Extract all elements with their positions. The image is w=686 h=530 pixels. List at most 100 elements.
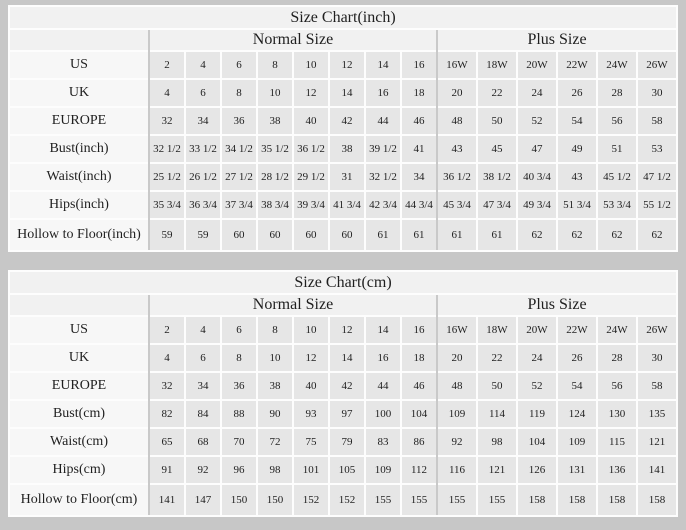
size-cell: 47 1/2	[638, 164, 676, 190]
size-cell: 43	[558, 164, 596, 190]
size-cell: 83	[366, 429, 400, 455]
size-cell: 53	[638, 136, 676, 162]
size-cell: 18	[402, 80, 436, 106]
size-cell: 40 3/4	[518, 164, 556, 190]
size-cell: 22	[478, 345, 516, 371]
size-cell: 32 1/2	[150, 136, 184, 162]
size-cell: 24	[518, 345, 556, 371]
size-cell: 38	[258, 108, 292, 134]
row-label: UK	[10, 345, 148, 371]
size-cell: 152	[294, 485, 328, 515]
size-cell: 12	[294, 345, 328, 371]
size-cell: 10	[258, 80, 292, 106]
size-cell: 20	[438, 345, 476, 371]
size-cell: 16W	[438, 317, 476, 343]
size-cell: 60	[258, 220, 292, 250]
size-cell: 10	[294, 317, 328, 343]
size-cell: 62	[558, 220, 596, 250]
size-cell: 75	[294, 429, 328, 455]
size-cell: 60	[222, 220, 256, 250]
size-cell: 8	[222, 345, 256, 371]
size-cell: 72	[258, 429, 292, 455]
size-cell: 22W	[558, 52, 596, 78]
size-cell: 155	[366, 485, 400, 515]
size-cell: 46	[402, 108, 436, 134]
group-header-normal: Normal Size	[150, 295, 436, 315]
size-cell: 105	[330, 457, 364, 483]
row-label: UK	[10, 80, 148, 106]
size-cell: 62	[598, 220, 636, 250]
size-cell: 96	[222, 457, 256, 483]
size-cell: 59	[150, 220, 184, 250]
size-cell: 34	[186, 373, 220, 399]
size-cell: 29 1/2	[294, 164, 328, 190]
size-cell: 98	[478, 429, 516, 455]
size-cell: 34 1/2	[222, 136, 256, 162]
size-cell: 22	[478, 80, 516, 106]
size-cell: 51	[598, 136, 636, 162]
size-cell: 46	[402, 373, 436, 399]
size-chart-cm-table: Size Chart(cm) Normal Size Plus Size US 2 4 6…	[8, 270, 678, 517]
size-cell: 26 1/2	[186, 164, 220, 190]
size-cell: 4	[150, 80, 184, 106]
size-cell: 2	[150, 317, 184, 343]
size-cell: 20W	[518, 52, 556, 78]
row-label: Bust(cm)	[10, 401, 148, 427]
size-cell: 39 1/2	[366, 136, 400, 162]
size-cell: 47	[518, 136, 556, 162]
size-cell: 158	[518, 485, 556, 515]
size-cell: 86	[402, 429, 436, 455]
size-cell: 135	[638, 401, 676, 427]
size-cell: 121	[638, 429, 676, 455]
row-label: EUROPE	[10, 373, 148, 399]
size-cell: 18W	[478, 317, 516, 343]
row-label: US	[10, 317, 148, 343]
size-cell: 2	[150, 52, 184, 78]
size-cell: 16W	[438, 52, 476, 78]
size-cell: 150	[258, 485, 292, 515]
size-cell: 93	[294, 401, 328, 427]
size-cell: 100	[366, 401, 400, 427]
size-cell: 50	[478, 108, 516, 134]
size-cell: 20	[438, 80, 476, 106]
size-cell: 130	[598, 401, 636, 427]
size-cell: 51 3/4	[558, 192, 596, 218]
row-label: Hollow to Floor(cm)	[10, 485, 148, 515]
size-cell: 4	[186, 317, 220, 343]
size-cell: 62	[518, 220, 556, 250]
size-cell: 155	[478, 485, 516, 515]
row-label: EUROPE	[10, 108, 148, 134]
size-cell: 52	[518, 373, 556, 399]
size-cell: 10	[294, 52, 328, 78]
size-cell: 14	[330, 80, 364, 106]
size-cell: 22W	[558, 317, 596, 343]
size-cell: 79	[330, 429, 364, 455]
size-cell: 6	[186, 345, 220, 371]
size-cell: 24W	[598, 317, 636, 343]
size-cell: 28	[598, 345, 636, 371]
size-cell: 6	[222, 317, 256, 343]
size-cell: 44 3/4	[402, 192, 436, 218]
size-cell: 42 3/4	[366, 192, 400, 218]
size-cell: 16	[366, 345, 400, 371]
size-cell: 90	[258, 401, 292, 427]
size-cell: 61	[438, 220, 476, 250]
size-cell: 61	[366, 220, 400, 250]
size-cell: 32	[150, 373, 184, 399]
size-cell: 36 1/2	[294, 136, 328, 162]
size-cell: 60	[330, 220, 364, 250]
size-cell: 40	[294, 373, 328, 399]
row-label: Waist(cm)	[10, 429, 148, 455]
size-cell: 12	[294, 80, 328, 106]
size-cell: 45	[478, 136, 516, 162]
size-cell: 44	[366, 373, 400, 399]
size-cell: 26W	[638, 317, 676, 343]
size-cell: 59	[186, 220, 220, 250]
size-cell: 12	[330, 317, 364, 343]
size-cell: 70	[222, 429, 256, 455]
size-cell: 84	[186, 401, 220, 427]
size-cell: 36	[222, 373, 256, 399]
size-cell: 116	[438, 457, 476, 483]
size-cell: 158	[598, 485, 636, 515]
size-cell: 6	[222, 52, 256, 78]
